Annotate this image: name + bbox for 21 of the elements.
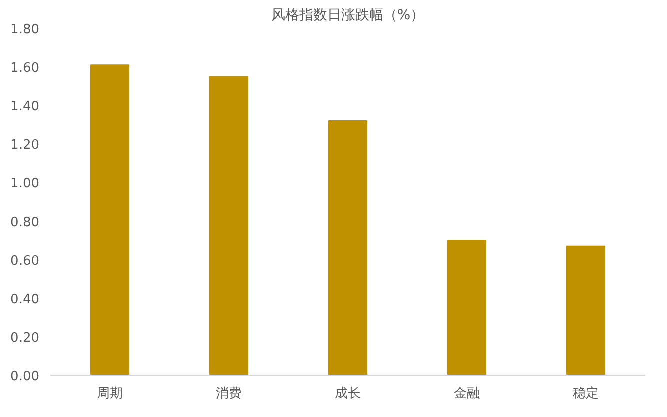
chart-title: 风格指数日涨跌幅（%） (271, 8, 425, 24)
x-tick-label: 消费 (216, 386, 242, 402)
bar (90, 64, 130, 376)
x-tick-label: 稳定 (573, 386, 599, 402)
y-tick-label: 1.20 (10, 138, 40, 154)
x-tick-label: 成长 (335, 386, 361, 402)
bar (447, 240, 487, 376)
bar (209, 76, 249, 376)
y-tick-label: 1.60 (10, 61, 40, 76)
y-tick-label: 0.00 (10, 370, 40, 384)
bar (566, 246, 606, 376)
x-tick-label: 金融 (454, 386, 480, 402)
bar (328, 120, 368, 376)
y-tick-label: 0.80 (10, 215, 40, 230)
y-tick-label: 1.00 (10, 176, 40, 192)
y-tick-label: 1.80 (10, 22, 40, 38)
y-tick-label: 0.60 (10, 254, 40, 269)
x-tick-label: 周期 (97, 386, 123, 402)
y-tick-label: 0.20 (10, 330, 40, 346)
y-tick-label: 0.40 (10, 292, 40, 308)
y-tick-label: 1.40 (10, 100, 40, 115)
